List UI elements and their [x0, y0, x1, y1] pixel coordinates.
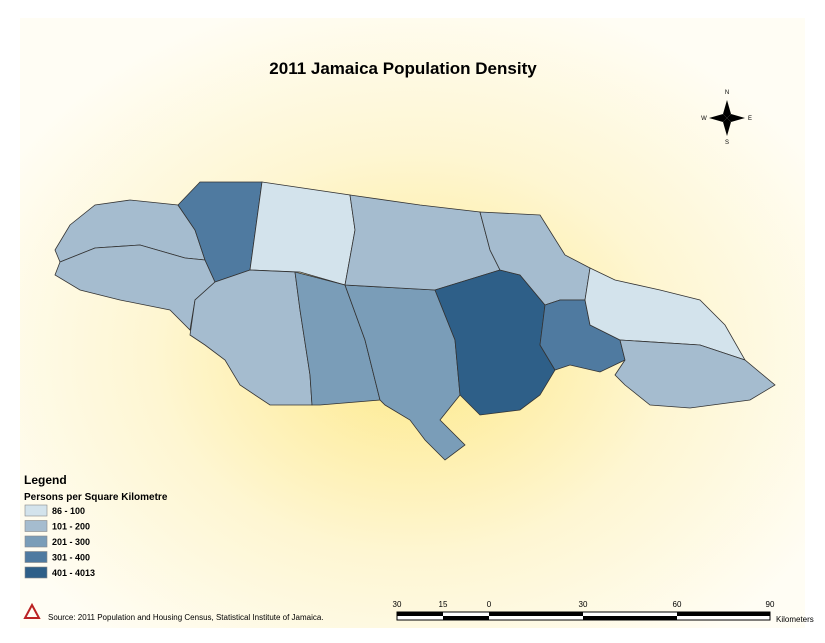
- scale-segment: [443, 616, 489, 620]
- scale-label: 0: [487, 600, 492, 609]
- scale-label: 30: [579, 600, 588, 609]
- scale-label: 30: [393, 600, 402, 609]
- source: Source: 2011 Population and Housing Cens…: [48, 613, 324, 622]
- legend: 86 - 100 101 - 200 201 - 300 301 - 400 401 -…: [24, 504, 95, 579]
- scale-label: 90: [766, 600, 775, 609]
- scale-bar: [396, 611, 771, 621]
- legend-label: 201 - 300: [52, 537, 90, 547]
- compass: N E S W: [701, 90, 752, 146]
- scale-label: 15: [439, 600, 448, 609]
- compass-label: S: [725, 140, 729, 146]
- scale-segment: [677, 612, 770, 616]
- map-title: 2011 Jamaica Population Density: [269, 59, 537, 78]
- compass-label: N: [725, 90, 729, 96]
- legend-swatch: [24, 520, 48, 532]
- compass-label: W: [701, 116, 707, 122]
- parish: [249, 181, 356, 286]
- scale-label: 60: [673, 600, 682, 609]
- legend-label: 86 - 100: [52, 506, 85, 516]
- legend-label: 401 - 4013: [52, 568, 95, 578]
- scale-segment: [583, 616, 677, 620]
- legend-swatch: [24, 566, 48, 579]
- legend-swatch: [24, 535, 48, 548]
- scale-unit: Kilometers: [776, 615, 814, 624]
- legend-label: 101 - 200: [52, 522, 90, 532]
- legend-label: 301 - 400: [52, 553, 90, 563]
- legend-subtitle: Persons per Square Kilometre: [24, 492, 168, 503]
- logo: [23, 602, 41, 619]
- compass-label: E: [748, 116, 752, 122]
- scale-segment: [397, 612, 443, 616]
- compass-arrow: [723, 118, 731, 136]
- parish: [614, 339, 776, 409]
- legend-swatch: [24, 504, 48, 517]
- compass-arrow: [723, 100, 731, 118]
- legend-swatch: [24, 551, 48, 563]
- legend-title: Legend: [24, 473, 67, 487]
- compass-arrow: [727, 114, 745, 122]
- compass-arrow: [709, 114, 727, 122]
- scale-labels: 30 15 0 30 60 90: [393, 600, 775, 609]
- scale-segment: [489, 612, 583, 616]
- parishes: [54, 181, 776, 461]
